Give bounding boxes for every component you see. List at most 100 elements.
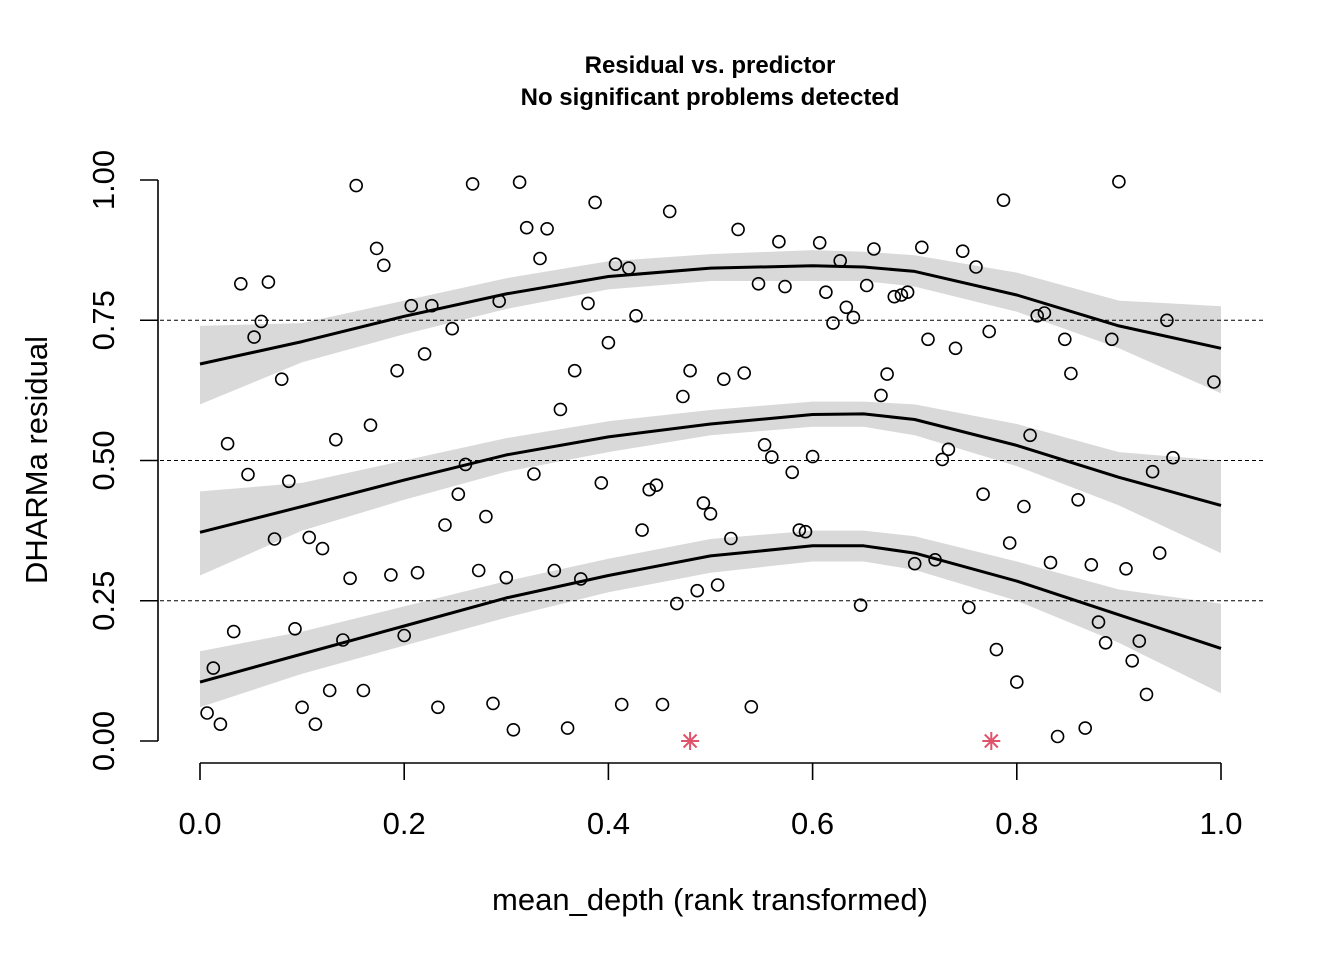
data-point bbox=[880, 367, 894, 381]
data-point bbox=[356, 683, 371, 698]
data-point bbox=[1112, 174, 1126, 189]
data-point bbox=[247, 330, 261, 344]
data-point bbox=[451, 487, 466, 502]
data-point bbox=[716, 372, 731, 387]
data-point bbox=[785, 465, 800, 480]
x-tick-label: 0.6 bbox=[791, 806, 834, 841]
data-point bbox=[907, 556, 922, 571]
data-point bbox=[724, 531, 738, 546]
data-point bbox=[267, 532, 282, 546]
data-point bbox=[226, 624, 241, 639]
data-point bbox=[683, 363, 697, 378]
y-axis-label: DHARMa residual bbox=[19, 336, 54, 584]
data-point bbox=[261, 275, 276, 289]
data-point bbox=[764, 450, 779, 464]
data-point bbox=[1105, 332, 1119, 347]
x-axis-label: mean_depth (rank transformed) bbox=[492, 882, 928, 917]
data-point bbox=[1152, 546, 1167, 560]
data-point bbox=[846, 310, 861, 325]
data-point bbox=[547, 563, 562, 578]
data-point bbox=[1064, 366, 1078, 381]
outlier-point bbox=[982, 732, 1001, 750]
data-point bbox=[1091, 615, 1106, 629]
data-point bbox=[363, 418, 378, 433]
residual-points bbox=[200, 174, 1221, 744]
data-point bbox=[778, 279, 792, 294]
data-point bbox=[499, 570, 514, 585]
confidence-band-q0.25 bbox=[200, 530, 1221, 708]
confidence-band-q0.5 bbox=[200, 401, 1221, 576]
data-point bbox=[328, 432, 343, 447]
data-point bbox=[1145, 464, 1160, 479]
data-point bbox=[703, 506, 718, 521]
data-point bbox=[424, 298, 439, 313]
data-point bbox=[826, 316, 840, 330]
data-point bbox=[982, 324, 997, 339]
x-tick-label: 0.2 bbox=[383, 806, 426, 841]
data-point bbox=[751, 276, 766, 291]
data-point bbox=[527, 467, 541, 481]
data-point bbox=[662, 204, 677, 219]
data-point bbox=[1078, 721, 1092, 735]
data-point bbox=[1009, 675, 1024, 689]
data-point bbox=[1139, 687, 1154, 702]
data-point bbox=[471, 563, 486, 578]
data-point bbox=[594, 476, 609, 490]
data-point bbox=[404, 298, 419, 313]
y-axis: 0.00 0.25 0.50 0.75 1.00 bbox=[86, 150, 159, 771]
data-point bbox=[737, 366, 752, 380]
data-point bbox=[921, 332, 935, 347]
data-point bbox=[302, 530, 317, 545]
data-point bbox=[369, 241, 384, 256]
data-point bbox=[234, 276, 248, 291]
y-tick-label: 0.00 bbox=[86, 711, 121, 771]
data-point bbox=[1084, 557, 1099, 572]
data-point bbox=[833, 253, 848, 268]
data-point bbox=[281, 474, 296, 489]
data-point bbox=[629, 308, 643, 323]
data-point bbox=[295, 700, 309, 715]
data-point bbox=[274, 372, 289, 387]
data-point bbox=[438, 518, 452, 532]
data-point bbox=[1037, 306, 1052, 320]
data-point bbox=[961, 600, 976, 615]
data-point bbox=[397, 628, 412, 643]
data-point bbox=[914, 240, 929, 255]
data-point bbox=[540, 222, 554, 236]
data-point bbox=[744, 699, 759, 714]
data-point bbox=[696, 496, 711, 510]
data-point bbox=[772, 234, 786, 249]
data-point bbox=[805, 449, 820, 464]
data-point bbox=[1119, 561, 1133, 576]
data-point bbox=[349, 178, 364, 193]
data-point bbox=[887, 289, 902, 304]
data-point bbox=[1125, 653, 1139, 668]
quantile-curve-q0.5 bbox=[199, 412, 1222, 534]
x-tick-label: 0.0 bbox=[178, 806, 221, 841]
data-point bbox=[839, 300, 854, 315]
data-point bbox=[458, 457, 473, 472]
data-point bbox=[410, 565, 425, 580]
data-point bbox=[533, 251, 547, 266]
data-point bbox=[1160, 313, 1174, 328]
x-axis: 0.0 0.2 0.4 0.6 0.8 1.0 bbox=[178, 762, 1243, 841]
data-point bbox=[608, 257, 623, 272]
data-point bbox=[874, 388, 888, 403]
data-point bbox=[731, 222, 745, 237]
data-point bbox=[553, 402, 568, 417]
data-point bbox=[465, 177, 480, 191]
data-point bbox=[1132, 634, 1147, 648]
data-point bbox=[486, 696, 500, 711]
x-tick-label: 0.4 bbox=[587, 806, 630, 841]
data-point bbox=[220, 436, 235, 451]
data-point bbox=[390, 363, 404, 378]
data-point bbox=[1071, 492, 1085, 507]
data-point bbox=[206, 661, 221, 675]
confidence-bands bbox=[200, 250, 1221, 708]
confidence-band-q0.75 bbox=[200, 250, 1221, 405]
data-point bbox=[1098, 635, 1113, 650]
data-point bbox=[567, 363, 582, 378]
chart-title: Residual vs. predictor bbox=[585, 52, 836, 79]
data-point bbox=[384, 568, 398, 582]
